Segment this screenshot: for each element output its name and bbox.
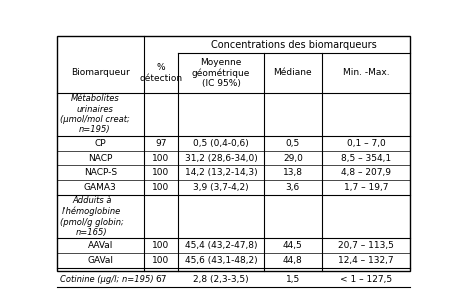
Text: 100: 100 (152, 183, 169, 192)
Text: 0,5 (0,4-0,6): 0,5 (0,4-0,6) (192, 139, 248, 148)
Text: 3,9 (3,7-4,2): 3,9 (3,7-4,2) (193, 183, 248, 192)
Text: 100: 100 (152, 168, 169, 177)
Text: NACP-S: NACP-S (84, 168, 116, 177)
Text: Adduits à
l'hémoglobine
(pmol/g globin;
n=165): Adduits à l'hémoglobine (pmol/g globin; … (60, 196, 123, 237)
Text: 100: 100 (152, 154, 169, 163)
Text: %
détection: % détection (139, 63, 182, 83)
Text: 8,5 – 354,1: 8,5 – 354,1 (340, 154, 390, 163)
Text: 0,5: 0,5 (285, 139, 299, 148)
Text: 45,6 (43,1-48,2): 45,6 (43,1-48,2) (184, 256, 257, 265)
Text: 67: 67 (155, 275, 166, 284)
Text: 100: 100 (152, 241, 169, 250)
Text: Biomarqueur: Biomarqueur (71, 68, 129, 78)
Text: 20,7 – 113,5: 20,7 – 113,5 (338, 241, 393, 250)
Text: Moyenne
géométrique
(IC 95%): Moyenne géométrique (IC 95%) (192, 58, 250, 88)
Text: 29,0: 29,0 (283, 154, 302, 163)
Text: 97: 97 (155, 139, 166, 148)
Text: Min. -Max.: Min. -Max. (342, 68, 389, 78)
Text: 31,2 (28,6-34,0): 31,2 (28,6-34,0) (184, 154, 257, 163)
Text: 1,5: 1,5 (285, 275, 299, 284)
Text: 4,8 – 207,9: 4,8 – 207,9 (340, 168, 390, 177)
Text: Concentrations des biomarqueurs: Concentrations des biomarqueurs (211, 40, 376, 50)
Text: 0,1 – 7,0: 0,1 – 7,0 (346, 139, 385, 148)
Text: < 1 – 127,5: < 1 – 127,5 (339, 275, 391, 284)
Text: NACP: NACP (88, 154, 112, 163)
Text: GAMA3: GAMA3 (84, 183, 116, 192)
Text: 3,6: 3,6 (285, 183, 299, 192)
Text: 44,8: 44,8 (283, 256, 302, 265)
Text: GAVal: GAVal (87, 256, 113, 265)
Text: 2,8 (2,3-3,5): 2,8 (2,3-3,5) (193, 275, 248, 284)
Text: Médiane: Médiane (273, 68, 312, 78)
Text: 44,5: 44,5 (283, 241, 302, 250)
Text: 45,4 (43,2-47,8): 45,4 (43,2-47,8) (184, 241, 257, 250)
Text: 1,7 – 19,7: 1,7 – 19,7 (343, 183, 388, 192)
Text: Métabolites
urinaires
(μmol/mol creat;
n=195): Métabolites urinaires (μmol/mol creat; n… (60, 94, 129, 134)
Text: Cotinine (μg/l; n=195): Cotinine (μg/l; n=195) (60, 275, 153, 284)
Text: CP: CP (94, 139, 106, 148)
Text: AAVal: AAVal (87, 241, 113, 250)
Text: 100: 100 (152, 256, 169, 265)
Text: 14,2 (13,2-14,3): 14,2 (13,2-14,3) (184, 168, 257, 177)
Text: 13,8: 13,8 (282, 168, 302, 177)
Text: 12,4 – 132,7: 12,4 – 132,7 (338, 256, 393, 265)
